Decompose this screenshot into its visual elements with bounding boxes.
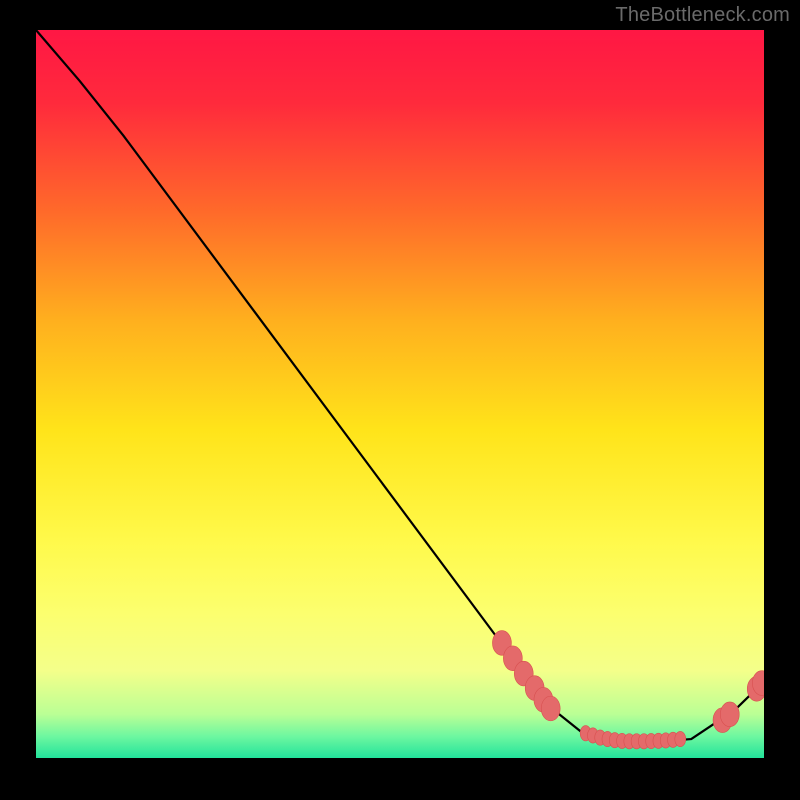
watermark-text: TheBottleneck.com [615,4,790,27]
chart-plot-area [36,30,764,758]
gradient-background [36,30,764,758]
chart-svg [36,30,764,758]
marker-point [675,731,686,746]
marker-point [541,696,560,721]
marker-point [720,702,739,727]
